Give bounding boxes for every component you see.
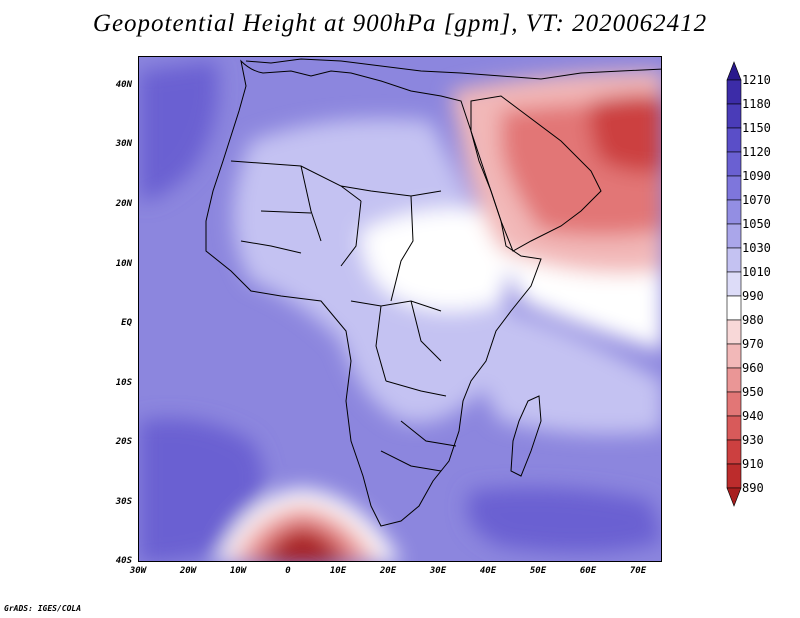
lon-label: 0 [285, 566, 291, 576]
colorbar-box [726, 79, 742, 105]
colorbar [726, 61, 742, 507]
colorbar-box [726, 343, 742, 369]
madagascar-coastline [510, 395, 542, 477]
colorbar-level-label: 1010 [742, 265, 771, 279]
colorbar-level-label: 1050 [742, 217, 771, 231]
colorbar-box [726, 247, 742, 273]
lat-label: 40N [115, 80, 132, 90]
colorbar-box [726, 103, 742, 129]
colorbar-level-label: 1210 [742, 73, 771, 87]
colorbar-level-label: 1090 [742, 169, 771, 183]
colorbar-box [726, 151, 742, 177]
colorbar-level-label: 1180 [742, 97, 771, 111]
lon-label: 10E [329, 566, 347, 576]
colorbar-box [726, 175, 742, 201]
iran-low-core [589, 94, 661, 173]
lon-label: 20W [179, 566, 197, 576]
colorbar-box [726, 391, 742, 417]
colorbar-level-label: 980 [742, 313, 764, 327]
lat-label: EQ [121, 318, 132, 328]
colorbar-box [726, 271, 742, 297]
colorbar-box [726, 439, 742, 465]
arabia-coastline [470, 95, 602, 252]
lon-label: 50E [529, 566, 547, 576]
south-low-core [262, 529, 345, 561]
indian-ocean-high-field [467, 487, 661, 553]
colorbar-min-arrow [726, 487, 742, 507]
country-borders [230, 160, 457, 472]
lat-label: 40S [115, 556, 132, 566]
colorbar-box [726, 127, 742, 153]
colorbar-box [726, 199, 742, 225]
colorbar-level-label: 1030 [742, 241, 771, 255]
lat-label: 10N [115, 259, 132, 269]
colorbar-level-label: 1150 [742, 121, 771, 135]
colorbar-box [726, 463, 742, 489]
colorbar-level-label: 1120 [742, 145, 771, 159]
lat-label: 20N [115, 199, 132, 209]
colorbar-box [726, 367, 742, 393]
lon-label: 10W [229, 566, 247, 576]
colorbar-level-label: 950 [742, 385, 764, 399]
colorbar-level-label: 940 [742, 409, 764, 423]
lat-label: 10S [115, 378, 132, 388]
map-canvas [139, 57, 661, 561]
lon-label: 70E [629, 566, 647, 576]
colorbar-level-label: 890 [742, 481, 764, 495]
europe-coastline [245, 58, 661, 80]
arabian-sea-white-band [501, 251, 661, 351]
lon-label: 30E [429, 566, 447, 576]
colorbar-box [726, 223, 742, 249]
colorbar-box [726, 319, 742, 345]
lat-label: 30N [115, 139, 132, 149]
lon-label: 30W [129, 566, 147, 576]
lon-label: 20E [379, 566, 397, 576]
colorbar-level-label: 930 [742, 433, 764, 447]
equatorial-ocean-field [471, 301, 661, 435]
credit-footer: GrADS: IGES/COLA [4, 604, 82, 613]
colorbar-level-label: 970 [742, 337, 764, 351]
lat-label: 30S [115, 497, 132, 507]
colorbar-max-arrow [726, 61, 742, 81]
africa-coastline [205, 59, 542, 527]
colorbar-box [726, 415, 742, 441]
map-title: Geopotential Height at 900hPa [gpm], VT:… [92, 10, 708, 37]
north-atlantic-high-field [139, 61, 219, 201]
map-panel [138, 56, 662, 562]
sahel-white-band [361, 208, 509, 311]
colorbar-box [726, 295, 742, 321]
colorbar-level-label: 990 [742, 289, 764, 303]
colorbar-level-label: 1070 [742, 193, 771, 207]
south-atlantic-high-field [139, 418, 264, 561]
colorbar-level-label: 960 [742, 361, 764, 375]
colorbar-level-label: 910 [742, 457, 764, 471]
lon-label: 60E [579, 566, 597, 576]
lat-label: 20S [115, 437, 132, 447]
lon-label: 40E [479, 566, 497, 576]
